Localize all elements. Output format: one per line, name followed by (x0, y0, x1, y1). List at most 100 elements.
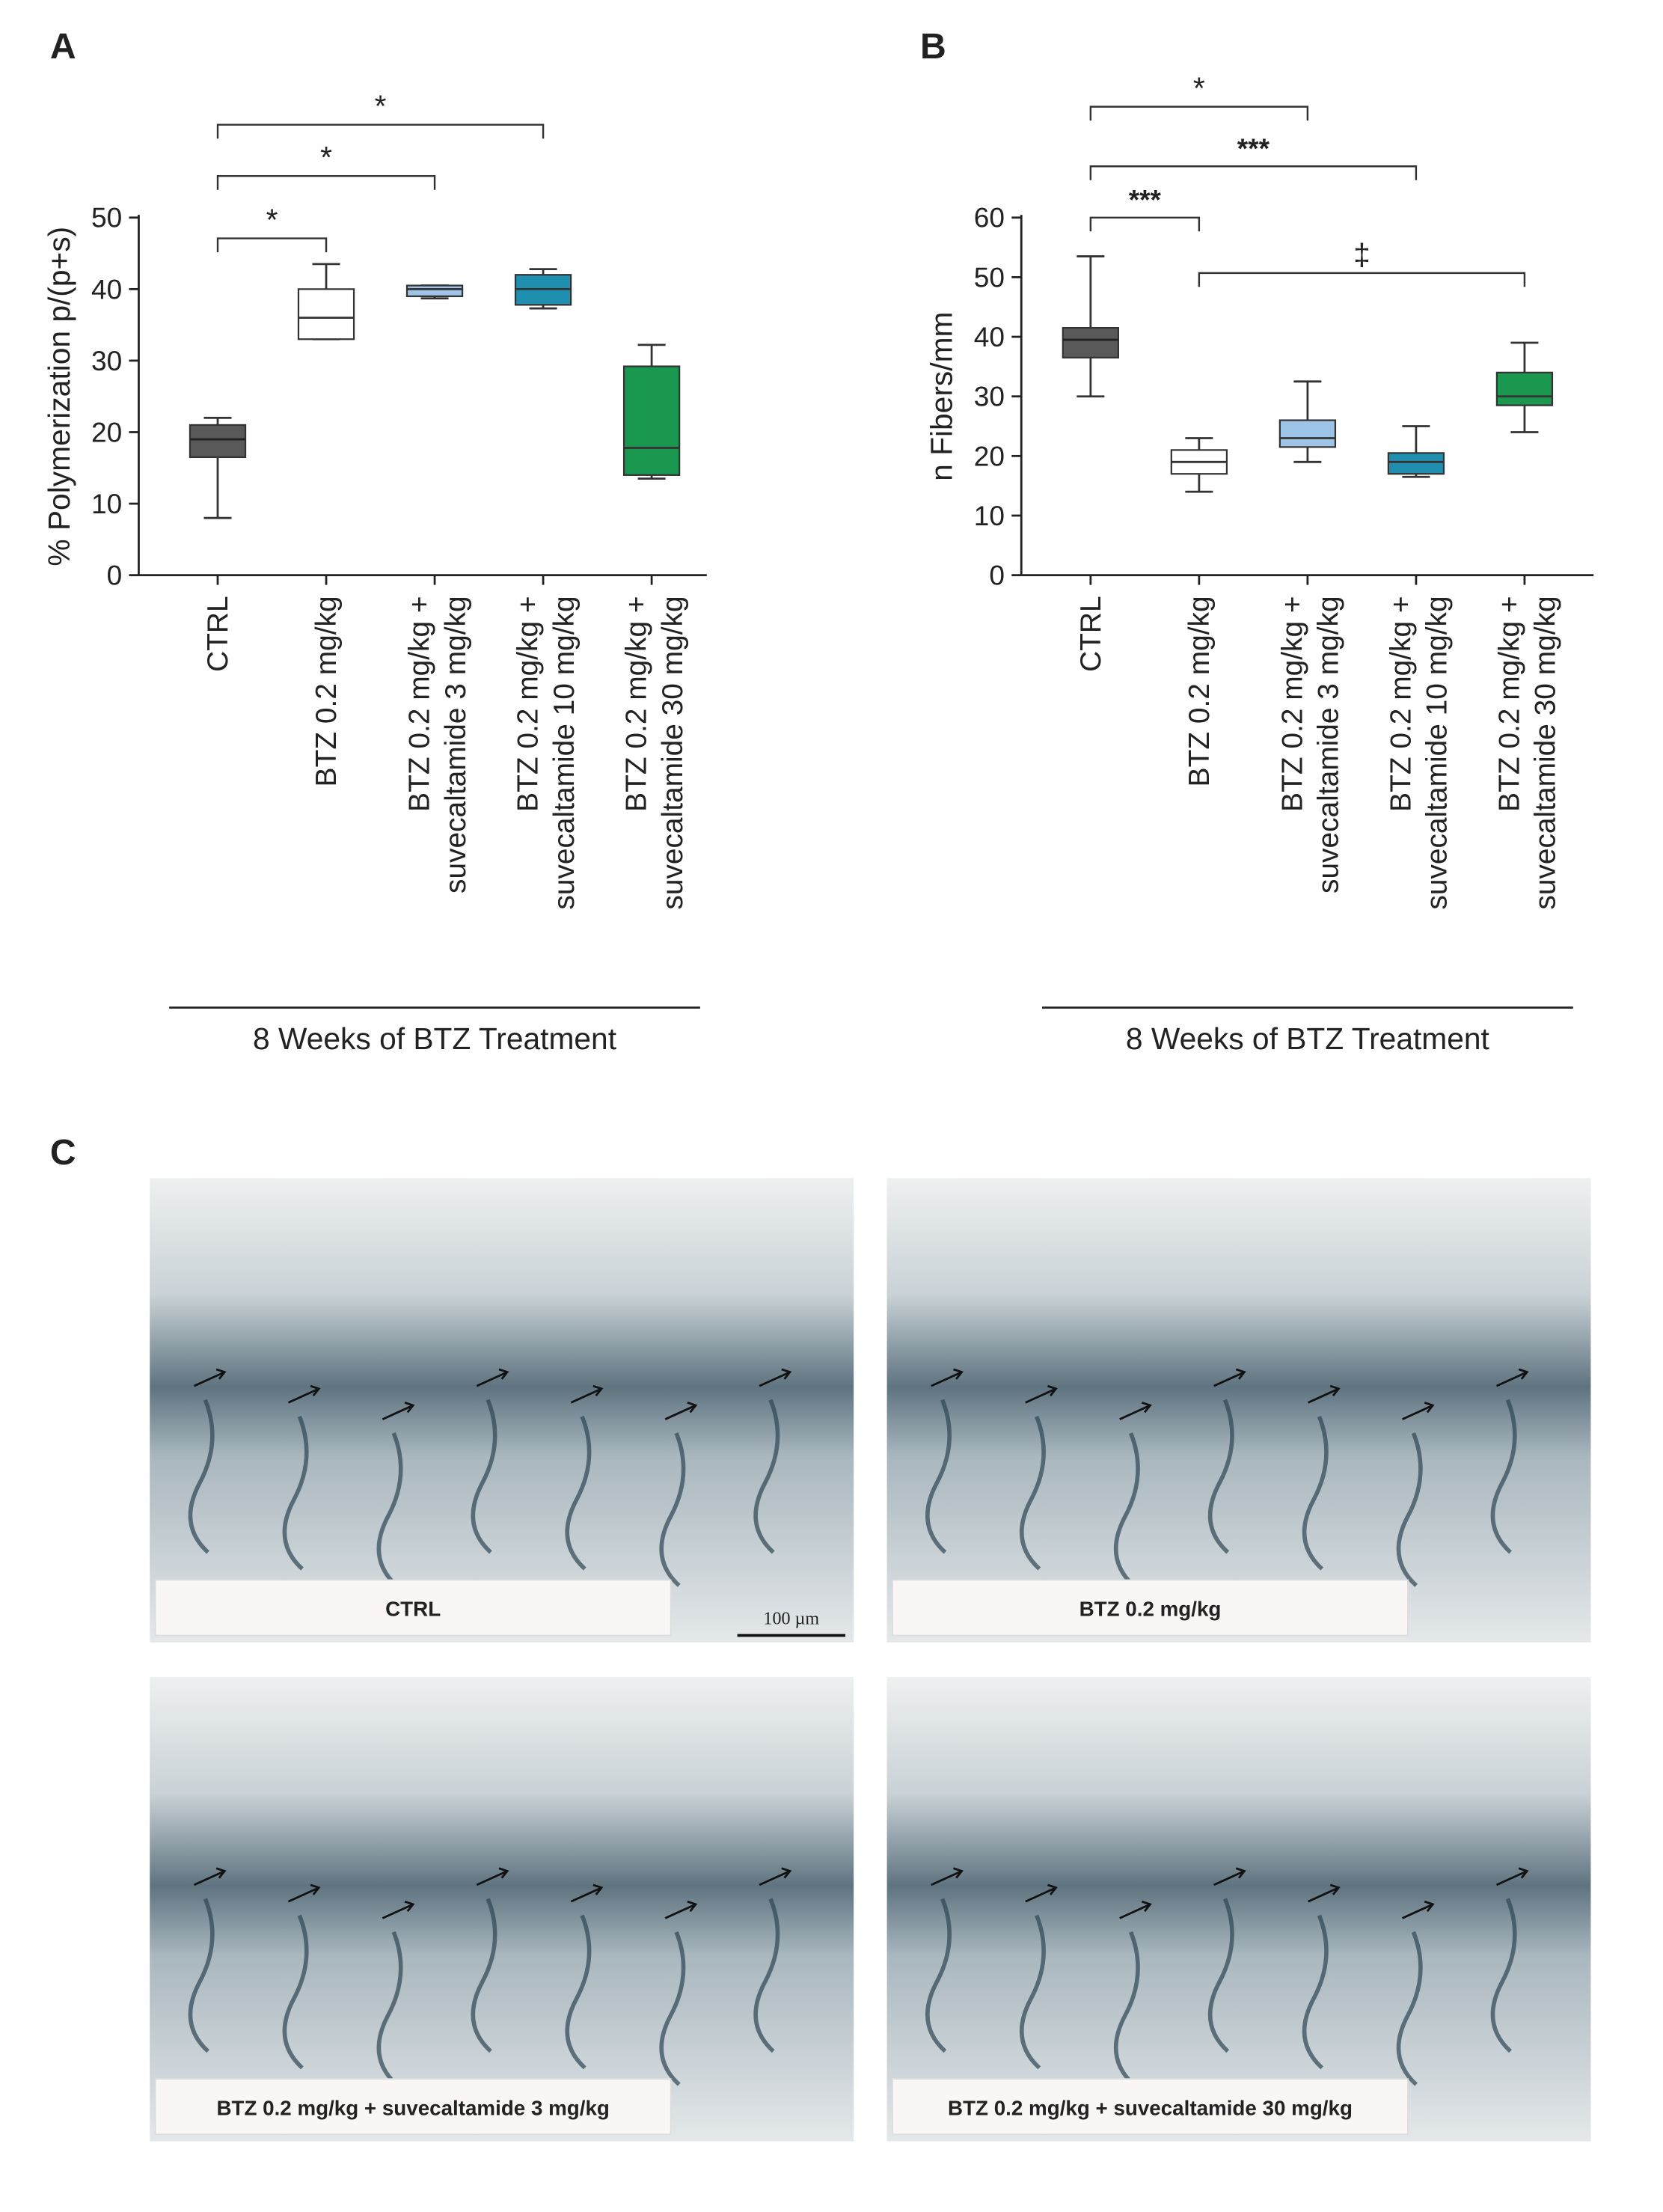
x-tick-label: BTZ 0.2 mg/kg + suvecaltamide 10 mg/kg (1385, 596, 1454, 909)
arrow (1495, 1368, 1529, 1387)
image-label-box (892, 1579, 1409, 1637)
arrow (1402, 1900, 1435, 1919)
group-label: 8 Weeks of BTZ Treatment (1126, 1021, 1490, 1056)
significance-label: * (375, 89, 387, 123)
nerve-fiber (1396, 1432, 1423, 1587)
panel-label: A (50, 26, 76, 67)
image-label: BTZ 0.2 mg/kg + suvecaltamide 3 mg/kg (216, 2096, 609, 2119)
arrow (931, 1867, 964, 1886)
nerve-fiber (1396, 1931, 1423, 2086)
image-label-box (154, 1579, 672, 1637)
x-tick-label: BTZ 0.2 mg/kg + suvecaltamide 30 mg/kg (1494, 596, 1562, 909)
arrow (1119, 1402, 1152, 1420)
nerve-fiber (1020, 1914, 1046, 2070)
x-tick-label: BTZ 0.2 mg/kg + suvecaltamide 30 mg/kg (621, 596, 689, 909)
box (405, 284, 464, 298)
micrograph (886, 1178, 1591, 1643)
arrow (287, 1384, 321, 1404)
arrow (1025, 1384, 1058, 1404)
significance-bracket (216, 175, 436, 190)
arrow (570, 1384, 604, 1404)
box (622, 365, 681, 476)
significance-bracket (1198, 272, 1526, 287)
image-label: BTZ 0.2 mg/kg + suvecaltamide 30 mg/kg (948, 2096, 1353, 2119)
y-tick-label: 10 (974, 500, 1005, 531)
arrow (1308, 1384, 1341, 1404)
arrow (1119, 1900, 1152, 1919)
arrow (287, 1883, 321, 1903)
significance-label: * (320, 140, 332, 174)
nerve-fiber (1020, 1415, 1046, 1571)
significance-bracket (1089, 165, 1418, 180)
box (189, 424, 247, 459)
x-tick-label: BTZ 0.2 mg/kg (1183, 596, 1216, 786)
significance-bracket (1089, 106, 1309, 121)
y-tick-label: 20 (91, 416, 122, 447)
nerve-fiber (1113, 1432, 1140, 1587)
y-tick-label: 40 (974, 321, 1005, 352)
nerve-fiber (659, 1432, 686, 1587)
box (1495, 371, 1554, 406)
arrow (1495, 1867, 1529, 1886)
x-tick-label: BTZ 0.2 mg/kg + suvecaltamide 3 mg/kg (1276, 596, 1344, 893)
y-tick-label: 50 (974, 261, 1005, 293)
nerve-fiber (1302, 1415, 1329, 1571)
y-axis-label: n Fibers/mm (925, 312, 959, 481)
arrow (476, 1867, 509, 1886)
x-tick-label: BTZ 0.2 mg/kg + suvecaltamide 10 mg/kg (512, 596, 581, 909)
arrow (1308, 1883, 1341, 1903)
y-tick-label: 0 (989, 560, 1005, 591)
significance-label: ‡ (1353, 237, 1370, 272)
y-tick-label: 40 (91, 273, 122, 305)
micrograph (150, 1677, 854, 2142)
y-tick-label: 30 (91, 345, 122, 376)
x-tick-label: BTZ 0.2 mg/kg (310, 596, 343, 786)
arrow (931, 1368, 964, 1387)
box (1278, 419, 1337, 448)
nerve-fiber (565, 1914, 592, 2070)
arrow (759, 1368, 792, 1387)
y-axis-label: % Polymerization p/(p+s) (42, 227, 76, 566)
nerve-fiber (1207, 1399, 1234, 1554)
box (1387, 452, 1445, 475)
y-tick-label: 0 (107, 560, 123, 591)
nerve-fiber (1302, 1914, 1329, 2070)
arrow (759, 1867, 792, 1886)
nerve-fiber (376, 1432, 403, 1587)
nerve-fiber (282, 1914, 309, 2070)
image-label: BTZ 0.2 mg/kg (1079, 1598, 1222, 1621)
significance-label: * (266, 202, 278, 236)
scale-bar-label: 100 µm (763, 1610, 819, 1629)
image-label-box (154, 2078, 672, 2136)
nerve-fiber (753, 1898, 780, 2053)
significance-bracket (216, 237, 328, 253)
group-label: 8 Weeks of BTZ Treatment (253, 1021, 617, 1056)
y-tick-label: 50 (91, 202, 122, 233)
nerve-fiber (188, 1898, 215, 2053)
significance-label: * (1193, 71, 1205, 106)
x-tick-label: BTZ 0.2 mg/kg + suvecaltamide 3 mg/kg (404, 596, 472, 893)
significance-label: *** (1237, 132, 1270, 164)
y-tick-label: 10 (91, 488, 122, 519)
micrograph (150, 1178, 854, 1643)
significance-bracket (1089, 216, 1201, 232)
micrographs: CTRL BTZ 0.2 mg/kg BTZ 0.2 mg/kg + suvecal… (150, 1178, 1591, 2142)
micrograph (886, 1677, 1591, 2142)
nerve-fiber (659, 1931, 686, 2086)
arrow (664, 1402, 698, 1420)
arrow (193, 1368, 227, 1387)
arrow (382, 1900, 415, 1919)
arrow (1213, 1368, 1246, 1387)
nerve-fiber (471, 1399, 497, 1554)
image-label: CTRL (385, 1598, 441, 1621)
x-tick-label: CTRL (1075, 596, 1107, 672)
nerve-fiber (925, 1399, 952, 1554)
nerve-fiber (376, 1931, 403, 2086)
image-label-box (892, 2078, 1409, 2136)
nerve-fiber (471, 1898, 497, 2053)
y-tick-label: 60 (974, 202, 1005, 233)
panel-label: B (920, 26, 946, 67)
arrow (1025, 1883, 1058, 1903)
arrow (1402, 1402, 1435, 1420)
